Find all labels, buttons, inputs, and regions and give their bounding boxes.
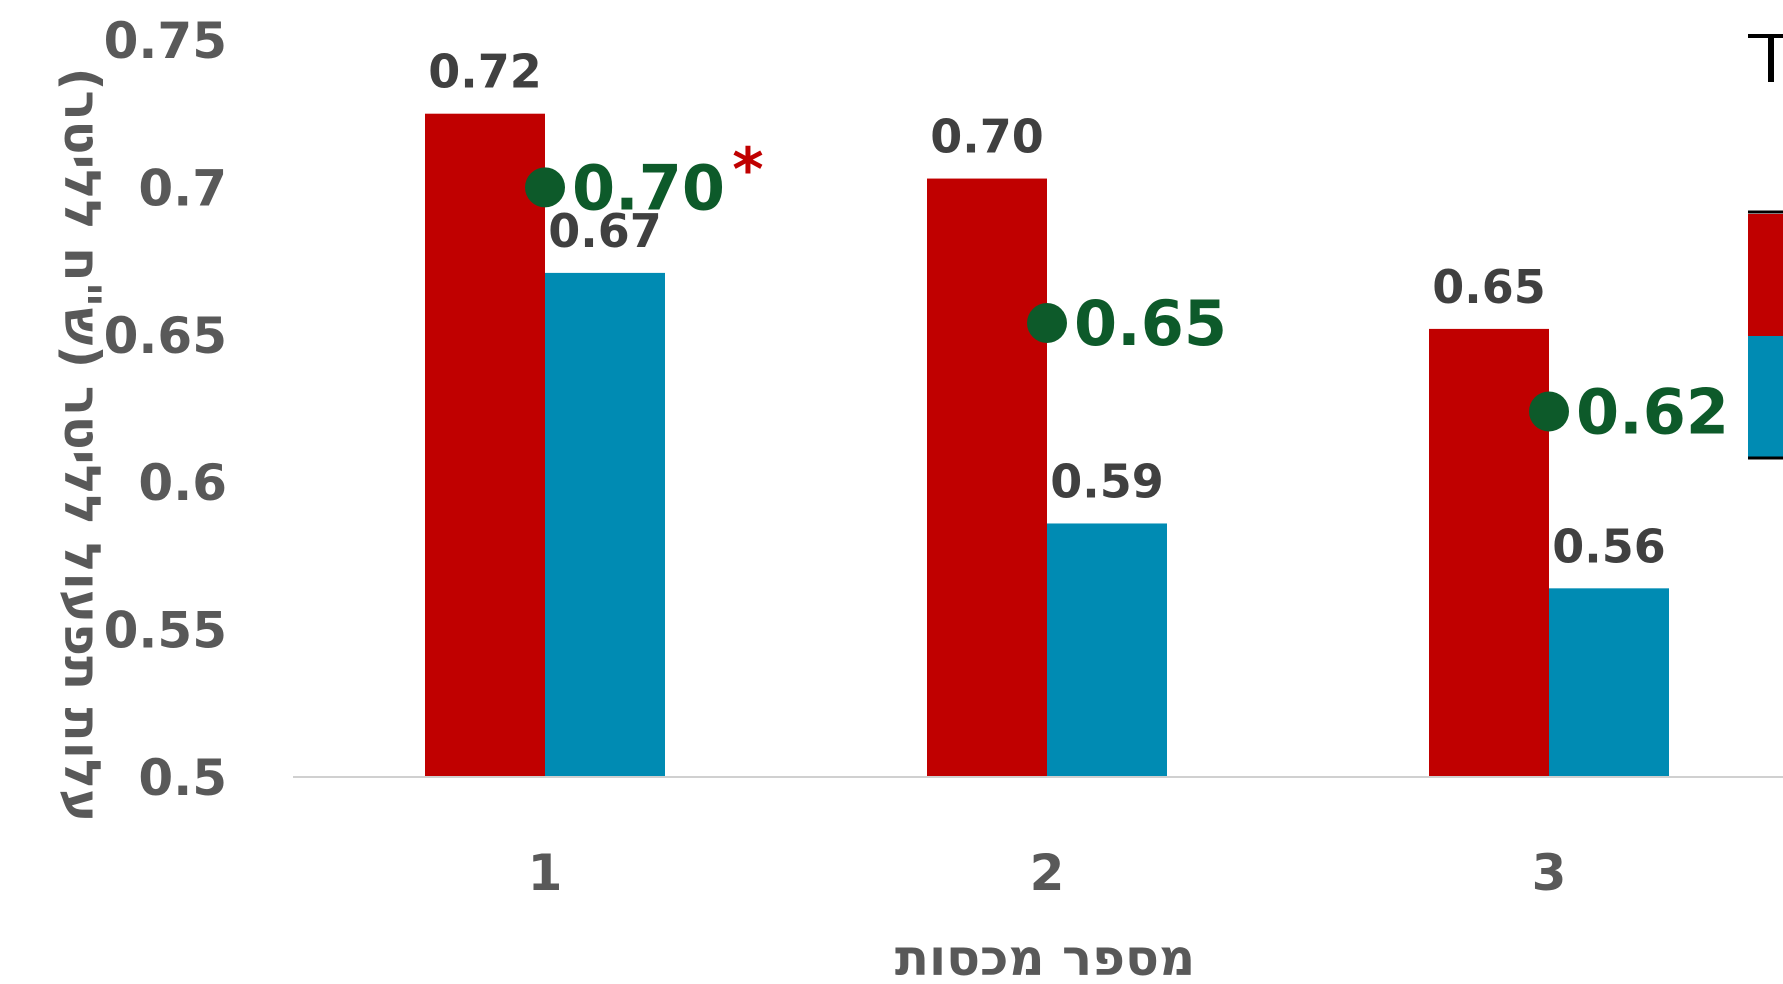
x-axis-ticks: 1 2 3 [528,844,1567,902]
markers: 0.70 0.65 0.62 [525,151,1729,448]
bar-series1-cat2 [927,178,1047,777]
bar-series2-cat1 [545,272,665,777]
x-tick-label: 2 [1030,844,1065,902]
bar-series2-cat3 [1549,588,1669,777]
significance-star: * [732,135,763,205]
y-axis-ticks: 0.5 0.55 0.6 0.65 0.7 0.75 [104,12,227,807]
y-tick-label: 0.65 [104,307,227,365]
bar-series2-cat2 [1047,523,1167,777]
bars [425,113,1669,777]
y-tick-label: 0.75 [104,12,227,70]
y-tick-label: 0.5 [138,749,227,807]
marker-data-label: 0.70 [572,151,725,224]
marker-point [525,167,565,208]
y-tick-label: 0.6 [138,454,227,512]
x-axis-title: מספר מכסות [895,929,1195,984]
data-labels: 0.72 0.70 0.65 0.67 0.59 0.56 [428,45,1666,574]
marker-data-label: 0.62 [1576,375,1729,448]
legend-swatch-series2 [1748,336,1783,457]
y-axis-title: עלות תפעול לליטר (ש"ח לליטר) [53,68,111,823]
bar-data-label: 0.70 [930,110,1044,164]
legend [1748,34,1783,460]
y-tick-label: 0.7 [138,159,227,217]
marker-point [1529,391,1569,432]
x-tick-label: 3 [1532,844,1567,902]
bar-data-label: 0.65 [1432,260,1546,314]
y-tick-label: 0.55 [104,602,227,660]
marker-point [1027,303,1067,344]
x-tick-label: 1 [528,844,563,902]
bar-series1-cat3 [1429,328,1549,777]
bar-data-label: 0.67 [548,204,662,258]
marker-data-label: 0.65 [1074,287,1227,360]
bar-data-label: 0.72 [428,45,542,99]
bar-data-label: 0.56 [1552,519,1666,573]
bar-data-label: 0.59 [1050,454,1164,508]
legend-swatch-series1 [1748,214,1783,336]
bar-series1-cat1 [425,113,545,777]
